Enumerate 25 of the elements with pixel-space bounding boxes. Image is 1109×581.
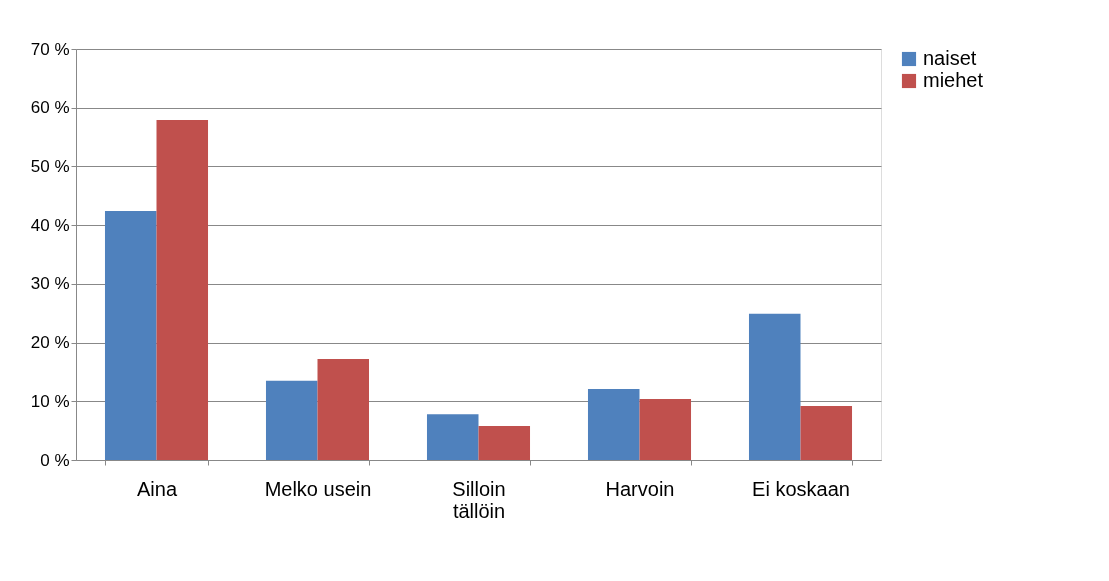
x-tick-label: Harvoin xyxy=(605,477,675,500)
y-tick-label: 40 % xyxy=(30,215,70,235)
y-tick-label: 0 % xyxy=(40,450,70,470)
bar xyxy=(748,313,801,460)
x-tick-label: Aina xyxy=(136,477,178,500)
x-tick-label: Melko usein xyxy=(264,477,372,500)
bar xyxy=(800,405,853,460)
y-tick-label: 10 % xyxy=(30,391,70,411)
legend-label: naiset xyxy=(923,47,977,69)
bar xyxy=(426,414,479,460)
bar xyxy=(156,120,209,460)
x-tick-label: Silloin tällöin xyxy=(452,477,506,522)
legend-label: miehet xyxy=(923,69,984,91)
bar xyxy=(478,425,531,460)
y-tick-label: 50 % xyxy=(30,156,70,176)
x-tick-label: Ei koskaan xyxy=(752,477,850,500)
bar xyxy=(317,359,370,460)
y-tick-label: 30 % xyxy=(30,274,70,294)
y-tick-label: 60 % xyxy=(30,98,70,118)
bar xyxy=(104,211,157,460)
bar xyxy=(639,398,692,460)
bar xyxy=(265,380,318,460)
y-tick-label: 70 % xyxy=(30,39,70,59)
y-tick-label: 20 % xyxy=(30,333,70,353)
bar xyxy=(587,388,640,460)
